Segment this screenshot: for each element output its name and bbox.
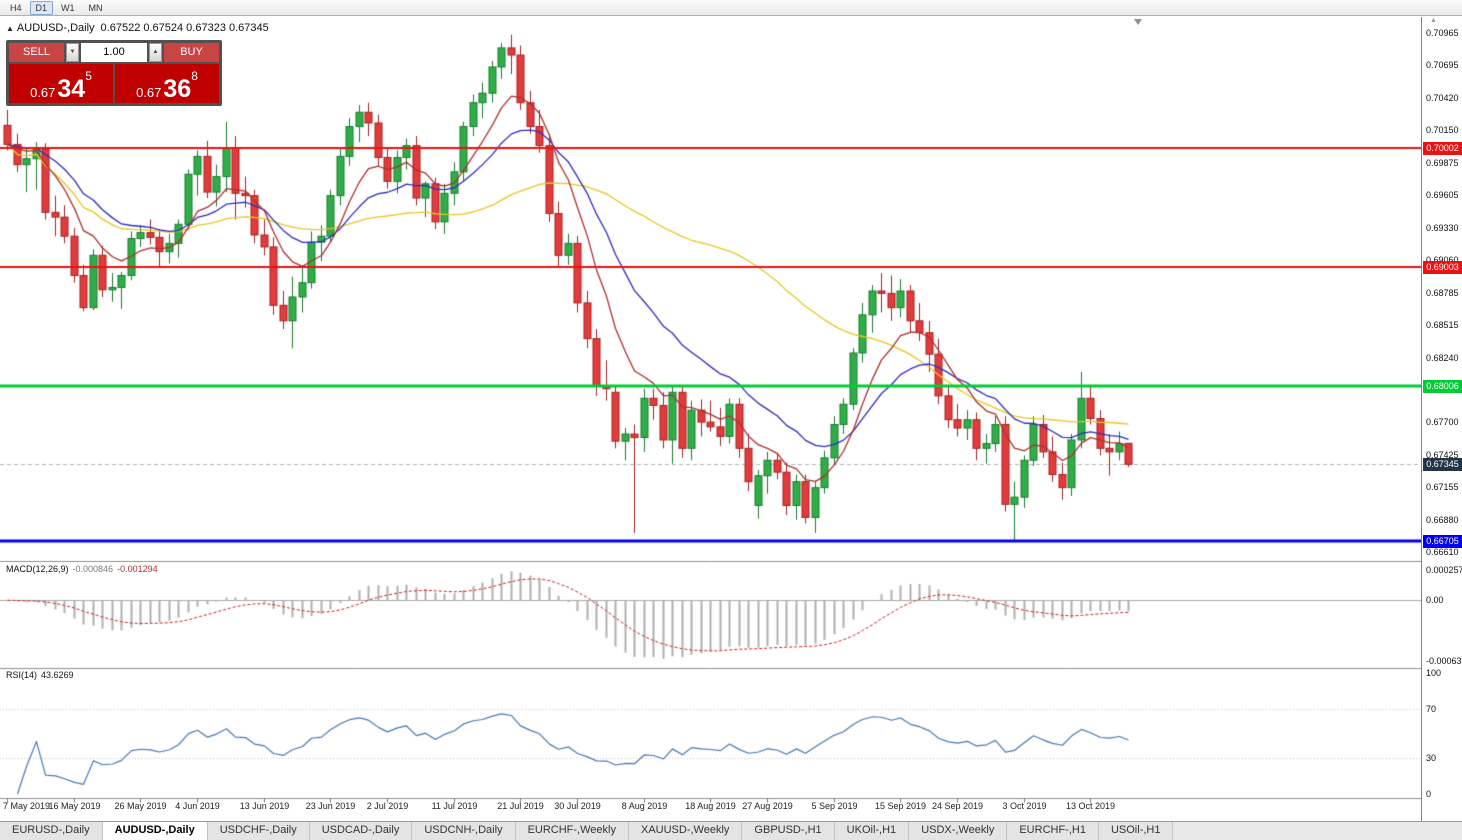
- timeframe-toolbar: H4 D1 W1 MN: [0, 0, 1462, 16]
- date-axis-label: 30 Jul 2019: [554, 801, 601, 811]
- macd-scale-max: 0.0002574: [1426, 565, 1462, 575]
- price-scale-tick: 0.70695: [1426, 60, 1459, 71]
- macd-name: MACD(12,26,9): [6, 564, 69, 574]
- date-axis-label: 5 Sep 2019: [811, 801, 858, 811]
- date-axis-label: 15 Sep 2019: [874, 801, 927, 811]
- date-axis-label: 21 Jul 2019: [497, 801, 544, 811]
- chart-tab-gbpusdh1[interactable]: GBPUSD-,H1: [742, 822, 835, 840]
- buy-price-pip-digit: 8: [191, 69, 198, 83]
- price-scale-tick: 0.69060: [1426, 255, 1459, 265]
- scale-up-icon: ▲: [1430, 17, 1437, 24]
- price-scale-tick: 0.68515: [1426, 319, 1459, 330]
- price-scale-tick: 0.69605: [1426, 190, 1459, 201]
- date-axis-label: 8 Aug 2019: [621, 801, 668, 811]
- chart-tab-eurchfh1[interactable]: EURCHF-,H1: [1007, 822, 1099, 840]
- chart-tab-usdchfdaily[interactable]: USDCHF-,Daily: [207, 822, 310, 840]
- buy-price-big-digits: 36: [163, 75, 192, 103]
- timeframe-button-h4[interactable]: H4: [10, 2, 22, 13]
- chart-shift-marker: [1134, 19, 1142, 25]
- date-axis-label: 7 May 2019: [3, 801, 51, 811]
- sell-price-pip-digit: 5: [85, 69, 92, 83]
- price-level-tag: 0.69003: [1423, 260, 1462, 274]
- price-scale[interactable]: ▲ 0.70965 0.70695 0.70420 0.70150 0.69875 0.6…: [1421, 17, 1462, 821]
- macd-signal-value: -0.001294: [117, 564, 158, 574]
- buy-price-quote[interactable]: 0.67 36 8: [115, 64, 219, 103]
- price-chart-canvas[interactable]: [0, 17, 1421, 821]
- price-scale-tick: 0.69330: [1426, 222, 1459, 233]
- date-axis-label: 26 May 2019: [114, 801, 167, 811]
- price-scale-tick: 0.70150: [1426, 125, 1459, 136]
- price-scale-tick: 0.67700: [1426, 417, 1459, 428]
- date-axis-label: 3 Oct 2019: [1002, 801, 1047, 811]
- date-axis-label: 27 Aug 2019: [742, 801, 793, 811]
- price-level-tag: 0.68006: [1423, 379, 1462, 393]
- chart-tab-usdcaddaily[interactable]: USDCAD-,Daily: [309, 822, 413, 840]
- chart-tab-usdcnhdaily[interactable]: USDCNH-,Daily: [412, 822, 516, 840]
- timeframe-button-d1[interactable]: D1: [29, 0, 54, 15]
- volume-input[interactable]: 1.00: [81, 43, 147, 62]
- rsi-indicator-label: RSI(14) 43.6269: [6, 670, 74, 680]
- sell-price-quote[interactable]: 0.67 34 5: [9, 64, 113, 103]
- chart-tabs-bar: EURUSD-,Daily AUDUSD-,Daily USDCHF-,Daily U…: [0, 821, 1462, 840]
- date-axis-label: 16 May 2019: [48, 801, 101, 811]
- rsi-scale-tick: 100: [1426, 668, 1442, 678]
- sell-price-prefix: 0.67: [30, 85, 56, 100]
- price-scale-tick: 0.67155: [1426, 482, 1459, 493]
- macd-indicator-label: MACD(12,26,9) -0.000846 -0.001294: [6, 564, 158, 574]
- date-axis-label: 2 Jul 2019: [366, 801, 409, 811]
- price-scale-tick: 0.68785: [1426, 287, 1459, 298]
- chart-tab-eurusddaily[interactable]: EURUSD-,Daily: [0, 822, 103, 840]
- price-level-tag: 0.70002: [1423, 141, 1462, 155]
- price-level-tag: 0.66705: [1423, 534, 1462, 548]
- date-axis-label: 13 Jun 2019: [239, 801, 290, 811]
- volume-decrease-button[interactable]: ▼: [66, 43, 79, 62]
- chart-title: ▲ AUDUSD-,Daily 0.67522 0.67524 0.67323 0.…: [6, 22, 269, 34]
- date-axis-label: 4 Jun 2019: [175, 801, 220, 811]
- chart-tab-xauusdweekly[interactable]: XAUUSD-,Weekly: [628, 822, 743, 840]
- buy-button[interactable]: BUY: [164, 43, 219, 62]
- chart-tab-audusddaily[interactable]: AUDUSD-,Daily: [102, 822, 208, 840]
- chart-tab-ukoilh1[interactable]: UKOil-,H1: [834, 822, 910, 840]
- price-scale-tick: 0.70965: [1426, 28, 1459, 38]
- sell-price-big-digits: 34: [57, 75, 86, 103]
- chart-symbol-period: AUDUSD-,Daily: [16, 22, 95, 34]
- date-axis-label: 18 Aug 2019: [685, 801, 736, 811]
- chart-tab-usdxweekly[interactable]: USDX-,Weekly: [909, 822, 1008, 840]
- rsi-scale-tick: 70: [1426, 704, 1437, 715]
- chart-ohlc-values: 0.67522 0.67524 0.67323 0.67345: [100, 22, 269, 34]
- date-axis[interactable]: 7 May 2019 16 May 2019 26 May 2019 4 Jun 20…: [0, 798, 1421, 820]
- one-click-trade-panel: SELL ▼ 1.00 ▲ BUY 0.67 34 5 0.67 36 8: [6, 40, 222, 106]
- macd-scale-zero: 0.00: [1426, 595, 1444, 606]
- chart-tab-eurchfweekly[interactable]: EURCHF-,Weekly: [515, 822, 629, 840]
- macd-main-value: -0.000846: [72, 564, 114, 574]
- rsi-name: RSI(14): [6, 670, 38, 680]
- rsi-value: 43.6269: [41, 670, 74, 680]
- rsi-scale-tick: 30: [1426, 752, 1437, 763]
- macd-scale-min: -0.0006326: [1426, 656, 1462, 666]
- date-axis-label: 13 Oct 2019: [1065, 801, 1116, 811]
- price-scale-tick: 0.68240: [1426, 352, 1459, 363]
- price-scale-tick: 0.66880: [1426, 514, 1459, 525]
- chart-maximize-icon[interactable]: ▲: [6, 24, 14, 33]
- sell-button[interactable]: SELL: [9, 43, 64, 62]
- price-scale-tick: 0.69875: [1426, 157, 1459, 168]
- price-scale-tick: 0.67425: [1426, 449, 1459, 460]
- price-scale-tick: 0.70420: [1426, 92, 1459, 103]
- chart-tab-usoilh1[interactable]: USOil-,H1: [1098, 822, 1174, 840]
- timeframe-button-w1[interactable]: W1: [61, 2, 75, 13]
- rsi-scale-tick: 0: [1426, 789, 1432, 799]
- current-price-tag: 0.67345: [1423, 458, 1462, 472]
- buy-price-prefix: 0.67: [136, 85, 162, 100]
- price-scale-tick: 0.66610: [1426, 547, 1459, 557]
- volume-increase-button[interactable]: ▲: [149, 43, 162, 62]
- date-axis-label: 11 Jul 2019: [431, 801, 478, 811]
- timeframe-button-mn[interactable]: MN: [88, 2, 103, 13]
- date-axis-label: 24 Sep 2019: [931, 801, 984, 811]
- date-axis-label: 23 Jun 2019: [305, 801, 356, 811]
